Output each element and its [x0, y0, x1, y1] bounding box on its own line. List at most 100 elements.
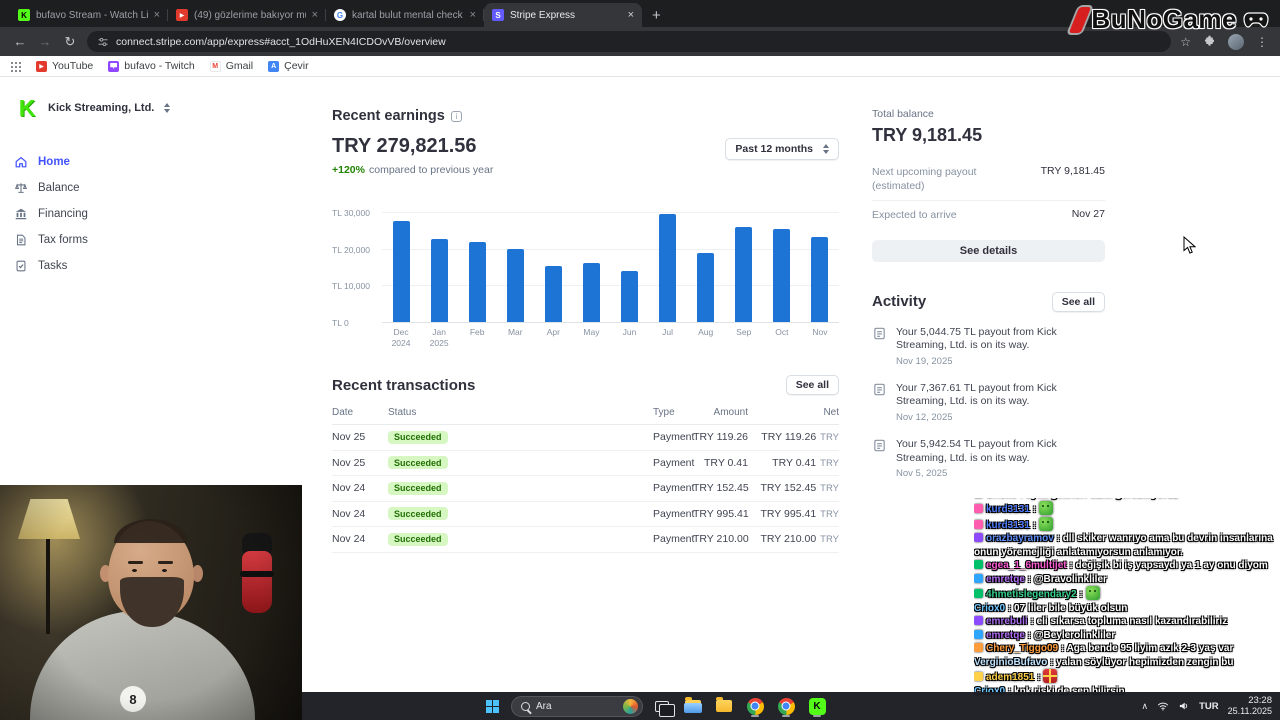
address-bar[interactable]: connect.stripe.com/app/express#acct_1OdH… [87, 31, 1172, 52]
balance-icon [14, 181, 28, 195]
sidebar-item-tax-forms[interactable]: Tax forms [14, 227, 300, 253]
cell-type: Payment [653, 533, 695, 546]
table-row[interactable]: Nov 24 Succeeded Payment TRY 995.41 TRY 995.… [332, 502, 839, 528]
chart-bar[interactable] [621, 271, 638, 322]
chart-bar[interactable] [582, 262, 600, 322]
browser-tab[interactable]: Stripe Express × [484, 3, 642, 27]
taskbar-icon-folder[interactable] [712, 694, 736, 718]
profile-avatar[interactable] [1228, 33, 1244, 50]
bookmark-label: bufavo - Twitch [124, 60, 195, 72]
browser-tab[interactable]: kartal bulut mental check - Go... × [326, 3, 484, 27]
taskbar-icon-task-view[interactable] [650, 694, 675, 718]
activity-item[interactable]: Your 7,367.61 TL payout from Kick Stream… [872, 382, 1105, 423]
date-range-button[interactable]: Past 12 months [725, 138, 839, 160]
chart-bar[interactable] [811, 236, 829, 322]
file-explorer-icon [684, 697, 702, 713]
table-row[interactable]: Nov 24 Succeeded Payment TRY 152.45 TRY 152.… [332, 476, 839, 502]
activity-date: Nov 12, 2025 [896, 412, 953, 424]
activity-item[interactable]: Your 5,044.75 TL payout from Kick Stream… [872, 326, 1105, 367]
activity-list: Your 5,044.75 TL payout from Kick Stream… [872, 326, 1105, 479]
net-value: TRY 152.45 [760, 482, 817, 495]
x-axis-month: Jul [662, 327, 674, 337]
microphone-grill [242, 533, 272, 553]
taskbar-icon-start[interactable] [480, 694, 504, 718]
tab-close-icon[interactable]: × [469, 9, 476, 21]
transactions-header: Date Status Type Amount Net [332, 401, 839, 426]
activity-item[interactable]: Your 5,942.54 TL payout from Kick Stream… [872, 438, 1105, 479]
chart-bar[interactable] [544, 265, 562, 322]
bunogame-watermark: BuNoGame [1069, 4, 1270, 35]
x-axis-month: Sep [736, 327, 752, 337]
mouse-cursor [1183, 235, 1197, 260]
microphone-band [240, 571, 274, 577]
bookmark-item[interactable]: Çevir [268, 60, 309, 72]
column-header-date: Date [332, 407, 354, 419]
microphone [242, 551, 272, 613]
browser-menu-icon[interactable]: ⋮ [1256, 34, 1268, 49]
table-row[interactable]: Nov 25 Succeeded Payment TRY 119.26 TRY 119.… [332, 425, 839, 451]
taskbar-icon-kick[interactable]: K [805, 694, 829, 718]
sidebar-nav: Home Balance Financing Tax forms Tasks [14, 149, 300, 279]
activity-see-all-button[interactable]: See all [1051, 291, 1105, 312]
clock-time: 23:28 [1248, 694, 1272, 706]
taskbar-icon-chrome-2[interactable] [774, 694, 798, 718]
taskbar-icon-chrome[interactable] [743, 694, 767, 718]
total-balance-label: Total balance [872, 108, 934, 120]
taskbar-search[interactable]: Ara [511, 695, 643, 717]
wifi-icon[interactable] [1157, 700, 1169, 712]
twitch-icon [108, 60, 120, 72]
bookmark-item[interactable]: Gmail [209, 60, 253, 72]
forward-button[interactable]: → [38, 34, 52, 49]
tab-close-icon[interactable]: × [311, 9, 318, 21]
cell-status: Succeeded [388, 507, 653, 521]
tray-chevron-icon[interactable]: ∧ [1141, 700, 1149, 711]
x-axis-label: May [572, 327, 610, 349]
tab-close-icon[interactable]: × [153, 9, 160, 21]
browser-tab[interactable]: bufavo Stream - Watch Live on ... × [10, 3, 168, 27]
chart-bar[interactable] [506, 249, 524, 322]
sidebar-item-home[interactable]: Home [14, 149, 300, 175]
extensions-icon[interactable] [1203, 35, 1216, 48]
account-switcher[interactable]: K Kick Streaming, Ltd. [14, 95, 300, 121]
streamer-eye [162, 569, 167, 572]
chart-bar[interactable] [697, 253, 715, 322]
sidebar-item-tasks[interactable]: Tasks [14, 253, 300, 279]
cell-net: TRY 995.41 TRY [748, 508, 840, 520]
see-details-button[interactable]: See details [872, 239, 1105, 262]
site-settings-icon[interactable] [97, 36, 109, 48]
chart-bar[interactable] [430, 239, 448, 322]
bookmark-item[interactable]: YouTube [36, 60, 93, 72]
chart-bar[interactable] [773, 228, 791, 322]
tab-strip: bufavo Stream - Watch Live on ...×(49) g… [10, 0, 661, 27]
language-indicator[interactable]: TUR [1199, 700, 1219, 712]
info-icon[interactable]: i [450, 110, 462, 122]
bookmark-star-icon[interactable]: ☆ [1180, 34, 1191, 49]
chart-bar[interactable] [392, 221, 410, 322]
volume-icon[interactable] [1178, 700, 1190, 712]
chart-bar-cell [801, 236, 839, 322]
sidebar-item-financing[interactable]: Financing [14, 201, 300, 227]
chart-bar[interactable] [735, 227, 753, 322]
balance-row: Expected to arrive Nov 27 [872, 200, 1105, 229]
x-axis-label: Aug [687, 327, 725, 349]
kick-logo: K [18, 94, 36, 121]
table-row[interactable]: Nov 24 Succeeded Payment TRY 210.00 TRY 210.… [332, 527, 839, 553]
sidebar-item-balance[interactable]: Balance [14, 175, 300, 201]
apps-grid-icon[interactable] [10, 61, 21, 72]
reload-button[interactable]: ↻ [64, 33, 76, 49]
table-row[interactable]: Nov 25 Succeeded Payment TRY 0.41 TRY 0.41 TR… [332, 451, 839, 477]
chart-bar[interactable] [468, 242, 486, 322]
new-tab-button[interactable]: + [652, 7, 661, 24]
tab-close-icon[interactable]: × [627, 9, 634, 21]
transactions-see-all-button[interactable]: See all [785, 375, 839, 396]
taskbar-clock[interactable]: 23:28 25.11.2025 [1228, 695, 1272, 717]
sidebar: K Kick Streaming, Ltd. Home Balance Financ… [0, 77, 300, 720]
browser-tab[interactable]: (49) gözlerime bakıyor musun b... × [168, 3, 326, 27]
earnings-chart: TL 30,000 TL 20,000 TL 10,000 TL 0 Dec 2024 J… [332, 208, 839, 349]
back-button[interactable]: ← [13, 34, 27, 49]
streamer-eye [132, 569, 137, 572]
bookmark-item[interactable]: bufavo - Twitch [108, 60, 195, 72]
taskbar-icon-file-explorer[interactable] [681, 694, 705, 718]
chart-bar[interactable] [659, 213, 677, 322]
cell-amount: TRY 119.26 [693, 431, 748, 444]
